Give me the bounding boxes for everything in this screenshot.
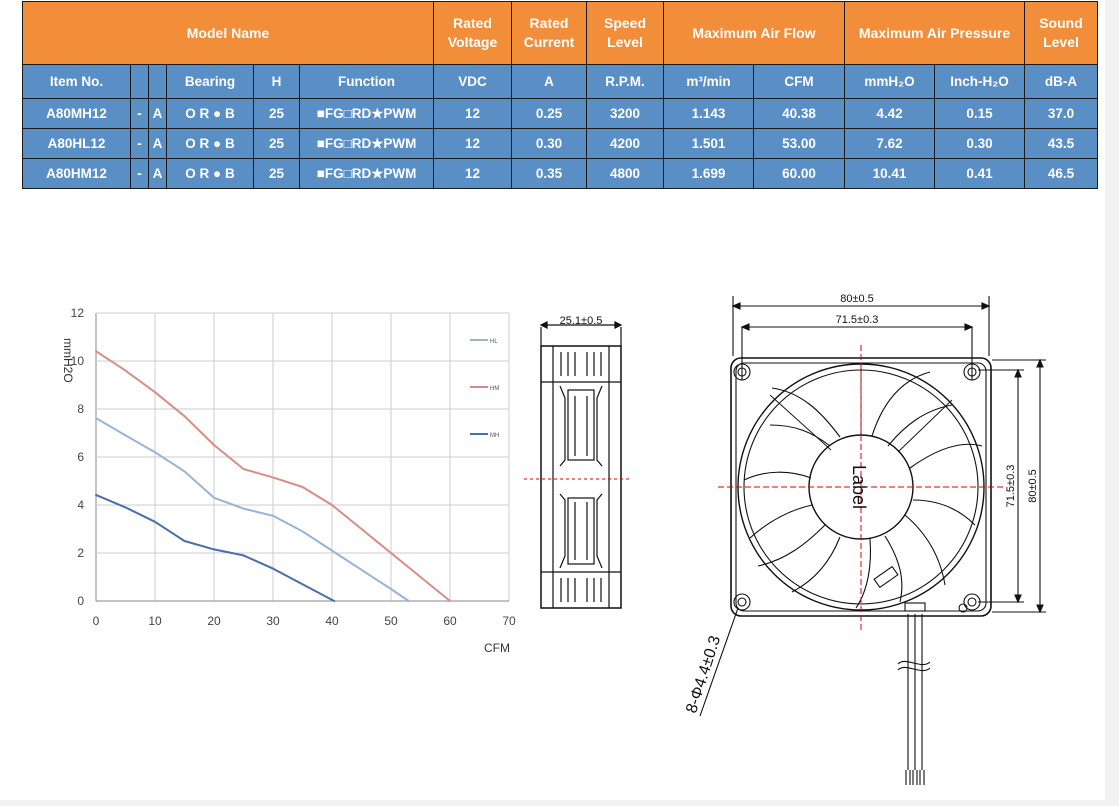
vdc-header: VDC <box>433 64 512 99</box>
inch-h2o-header: Inch-H₂O <box>934 64 1025 99</box>
mmh2o-header: mmH₂O <box>844 64 935 99</box>
m3min-cell: 1.501 <box>663 128 754 159</box>
inch-h2o-cell: 0.41 <box>934 158 1025 189</box>
vdc-cell: 12 <box>433 158 512 189</box>
bearing-cell: O R ● B <box>166 98 254 129</box>
table-row: A80HM12 - A O R ● B 25 ■FG□RD★PWM 12 0.3… <box>22 158 1098 189</box>
dash-cell: - <box>130 158 149 189</box>
item-no-cell: A80MH12 <box>22 98 131 129</box>
current-cell: 0.25 <box>511 98 587 129</box>
rpm-cell: 4200 <box>586 128 664 159</box>
suffix-cell: A <box>148 158 167 189</box>
mmh2o-cell: 4.42 <box>844 98 935 129</box>
bearing-cell: O R ● B <box>166 128 254 159</box>
suffix-cell: A <box>148 98 167 129</box>
max-air-pressure-header: Maximum Air Pressure <box>844 1 1025 65</box>
h-cell: 25 <box>253 128 300 159</box>
dash-cell: - <box>130 98 149 129</box>
blank-header <box>148 64 167 99</box>
current-cell: 0.35 <box>511 158 587 189</box>
inch-h2o-cell: 0.30 <box>934 128 1025 159</box>
rpm-cell: 3200 <box>586 98 664 129</box>
blank-header <box>130 64 149 99</box>
mmh2o-cell: 7.62 <box>844 128 935 159</box>
h-cell: 25 <box>253 158 300 189</box>
cfm-header: CFM <box>753 64 845 99</box>
item-no-cell: A80HL12 <box>22 128 131 159</box>
function-header: Function <box>299 64 434 99</box>
function-cell: ■FG□RD★PWM <box>299 158 434 189</box>
model-name-header: Model Name <box>22 1 434 65</box>
table-row: A80HL12 - A O R ● B 25 ■FG□RD★PWM 12 0.3… <box>22 128 1098 159</box>
suffix-cell: A <box>148 128 167 159</box>
spec-table: Model Name Rated Voltage Rated Current S… <box>22 1 1098 189</box>
rated-current-header: Rated Current <box>511 1 587 65</box>
table-row: A80MH12 - A O R ● B 25 ■FG□RD★PWM 12 0.2… <box>22 98 1098 129</box>
rated-voltage-header: Rated Voltage <box>433 1 512 65</box>
cfm-cell: 40.38 <box>753 98 845 129</box>
item-no-cell: A80HM12 <box>22 158 131 189</box>
vdc-cell: 12 <box>433 128 512 159</box>
h-header: H <box>253 64 300 99</box>
dba-cell: 37.0 <box>1024 98 1098 129</box>
h-cell: 25 <box>253 98 300 129</box>
m3min-header: m³/min <box>663 64 754 99</box>
m3min-cell: 1.699 <box>663 158 754 189</box>
vdc-cell: 12 <box>433 98 512 129</box>
function-cell: ■FG□RD★PWM <box>299 98 434 129</box>
function-cell: ■FG□RD★PWM <box>299 128 434 159</box>
dba-cell: 46.5 <box>1024 158 1098 189</box>
bearing-cell: O R ● B <box>166 158 254 189</box>
current-cell: 0.30 <box>511 128 587 159</box>
cfm-cell: 53.00 <box>753 128 845 159</box>
m3min-cell: 1.143 <box>663 98 754 129</box>
sound-level-header: Sound Level <box>1024 1 1098 65</box>
speed-level-header: Speed Level <box>586 1 664 65</box>
rpm-header: R.P.M. <box>586 64 664 99</box>
rpm-cell: 4800 <box>586 158 664 189</box>
dba-cell: 43.5 <box>1024 128 1098 159</box>
item-no-header: Item No. <box>22 64 131 99</box>
inch-h2o-cell: 0.15 <box>934 98 1025 129</box>
amp-header: A <box>511 64 587 99</box>
max-air-flow-header: Maximum Air Flow <box>663 1 845 65</box>
dash-cell: - <box>130 128 149 159</box>
mmh2o-cell: 10.41 <box>844 158 935 189</box>
bearing-header: Bearing <box>166 64 254 99</box>
cfm-cell: 60.00 <box>753 158 845 189</box>
dba-header: dB-A <box>1024 64 1098 99</box>
